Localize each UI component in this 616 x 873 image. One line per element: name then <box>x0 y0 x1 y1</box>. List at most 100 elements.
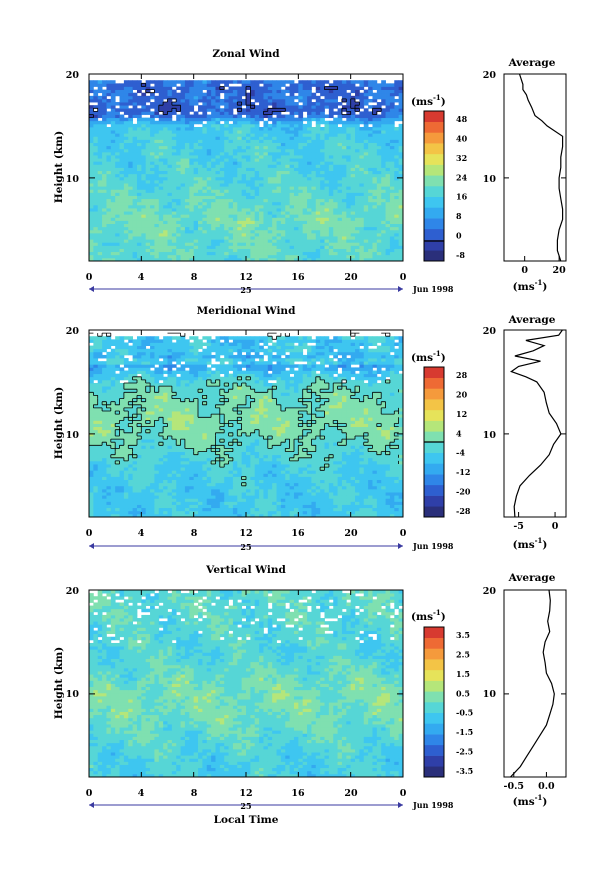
heatmap-cell <box>102 80 107 84</box>
heatmap-cell <box>246 479 251 484</box>
heatmap-cell <box>394 176 400 181</box>
heatmap-cell <box>167 239 173 243</box>
heatmap-cell <box>298 229 304 234</box>
heatmap-cell <box>211 195 216 200</box>
heatmap-cell <box>302 220 308 224</box>
heatmap-cell <box>193 251 199 256</box>
heatmap-cell <box>189 242 195 246</box>
heatmap-cell <box>110 80 116 84</box>
heatmap-cell <box>141 208 147 212</box>
heatmap-cell <box>224 485 229 490</box>
heatmap-cell <box>368 495 373 499</box>
heatmap-cell <box>241 111 247 115</box>
heatmap-cell <box>381 220 386 224</box>
heatmap-cell <box>206 161 212 165</box>
heatmap-cell <box>372 173 378 178</box>
heatmap-cell <box>150 179 155 184</box>
heatmap-cell <box>267 136 273 140</box>
heatmap-cell <box>346 236 352 240</box>
heatmap-cell <box>193 242 199 246</box>
heatmap-cell <box>315 245 321 249</box>
heatmap-cell <box>176 176 181 181</box>
heatmap-cell <box>150 492 155 496</box>
heatmap-cell <box>115 485 120 490</box>
heatmap-cell <box>167 223 173 228</box>
heatmap-cell <box>372 139 378 143</box>
heatmap-cell <box>389 251 395 256</box>
heatmap-cell <box>307 254 312 259</box>
heatmap-cell <box>259 108 264 112</box>
heatmap-cell <box>115 513 120 517</box>
heatmap-cell <box>215 513 221 517</box>
heatmap-cell <box>289 214 295 218</box>
heatmap-cell <box>106 204 112 209</box>
heatmap-cell <box>97 229 103 234</box>
heatmap-cell <box>254 80 260 84</box>
heatmap-cell <box>337 504 343 509</box>
heatmap-cell <box>276 139 282 143</box>
heatmap-cell <box>398 232 403 237</box>
heatmap-cell <box>328 513 334 517</box>
heatmap-cell <box>228 257 234 261</box>
heatmap-cell <box>145 217 151 221</box>
heatmap-cell <box>141 142 147 147</box>
heatmap-cell <box>110 130 116 134</box>
heatmap-cell <box>132 151 138 156</box>
heatmap-cell <box>136 83 142 87</box>
heatmap-cell <box>385 208 391 212</box>
heatmap-cell <box>123 117 129 122</box>
heatmap-cell <box>298 214 304 218</box>
heatmap-cell <box>97 198 103 203</box>
heatmap-cell <box>254 195 260 200</box>
heatmap-cell <box>198 495 203 499</box>
heatmap-cell <box>163 164 168 168</box>
heatmap-cell <box>341 223 347 228</box>
heatmap-cell <box>254 232 260 237</box>
heatmap-cell <box>102 145 107 150</box>
heatmap-cell <box>307 98 312 103</box>
heatmap-cell <box>136 251 142 256</box>
heatmap-cell <box>250 248 256 253</box>
heatmap-cell <box>198 485 203 490</box>
heatmap-cell <box>136 179 142 184</box>
heatmap-cell <box>102 114 107 119</box>
heatmap-cell <box>298 167 304 172</box>
heatmap-cell <box>289 242 295 246</box>
heatmap-cell <box>110 198 116 203</box>
heatmap-cell <box>171 229 177 234</box>
heatmap-cell <box>198 217 203 221</box>
heatmap-cell <box>180 488 186 493</box>
heatmap-cell <box>176 86 181 90</box>
heatmap-cell <box>89 198 94 203</box>
heatmap-cell <box>350 211 356 215</box>
heatmap-cell <box>285 170 291 175</box>
heatmap-cell <box>163 158 168 162</box>
heatmap-cell <box>241 179 247 184</box>
heatmap-cell <box>97 114 103 119</box>
heatmap-cell <box>246 498 251 502</box>
heatmap-cell <box>328 142 334 147</box>
heatmap-cell <box>167 201 173 206</box>
heatmap-cell <box>350 501 356 505</box>
heatmap-cell <box>267 108 273 112</box>
heatmap-cell <box>219 492 225 496</box>
heatmap-cell <box>119 130 125 134</box>
heatmap-cell <box>119 254 125 259</box>
heatmap-cell <box>307 126 312 131</box>
heatmap-cell <box>89 226 94 231</box>
heatmap-cell <box>123 108 129 112</box>
heatmap-cell <box>346 158 352 162</box>
heatmap-cell <box>328 217 334 221</box>
heatmap-cell <box>359 501 365 505</box>
heatmap-cell <box>385 485 391 490</box>
heatmap-cell <box>202 167 208 172</box>
heatmap-cell <box>355 108 360 112</box>
heatmap-cell <box>184 498 190 502</box>
heatmap-cell <box>328 130 334 134</box>
heatmap-cell <box>285 226 291 231</box>
heatmap-cell <box>302 251 308 256</box>
heatmap-cell <box>341 214 347 218</box>
heatmap-cell <box>372 167 378 172</box>
heatmap-cell <box>119 92 125 97</box>
heatmap-cell <box>355 161 360 165</box>
